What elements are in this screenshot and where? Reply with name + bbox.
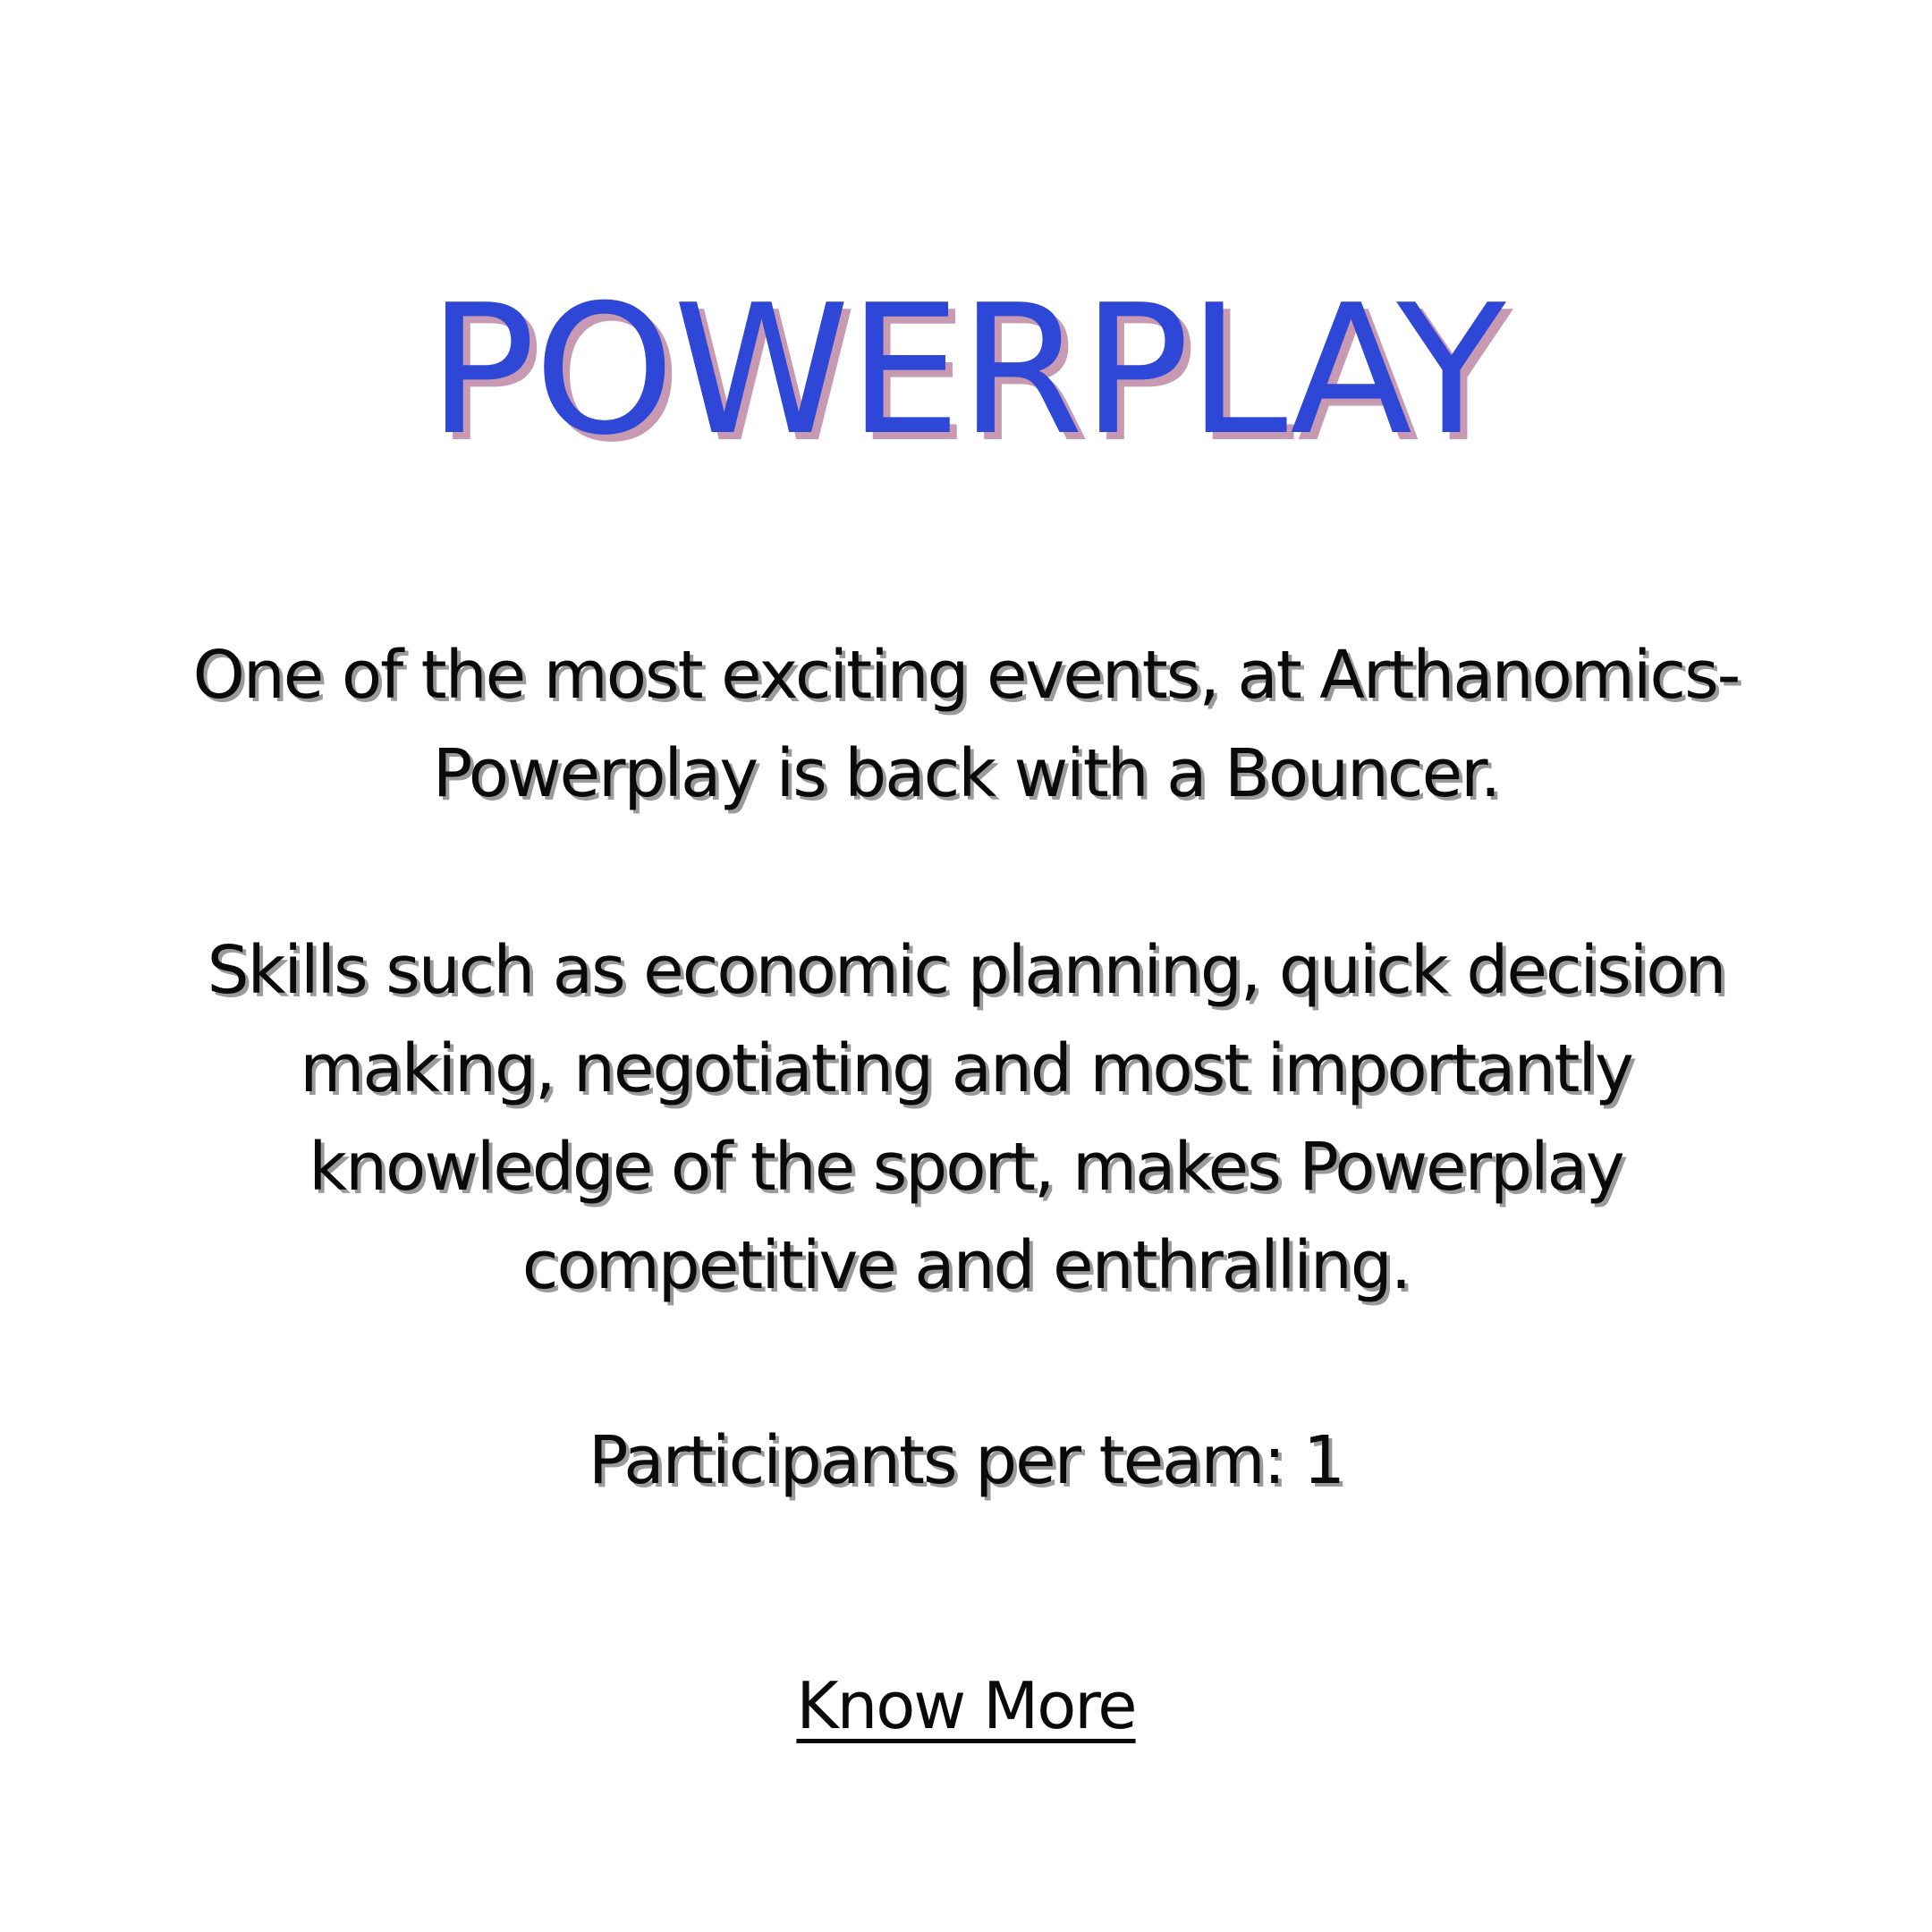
know-more-label[interactable]: Know More: [796, 1668, 1137, 1743]
event-skills-description: Skills such as economic planning, quick …: [89, 921, 1843, 1315]
intro-line: Powerplay is back with a Bouncer.: [432, 735, 1502, 812]
skills-line: Skills such as economic planning, quick …: [207, 932, 1727, 1009]
participants-info: Participants per team: 1: [588, 1422, 1345, 1499]
know-more-link[interactable]: Know More: [0, 1657, 1932, 1755]
skills-line: knowledge of the sport, makes Powerplay: [309, 1129, 1624, 1206]
event-intro: One of the most exciting events, at Arth…: [89, 626, 1843, 823]
intro-line: One of the most exciting events, at Arth…: [192, 637, 1741, 714]
skills-line: making, negotiating and most importantly: [300, 1030, 1633, 1107]
event-title: POWERPLAY: [428, 267, 1505, 475]
skills-line: competitive and enthralling.: [521, 1227, 1411, 1304]
